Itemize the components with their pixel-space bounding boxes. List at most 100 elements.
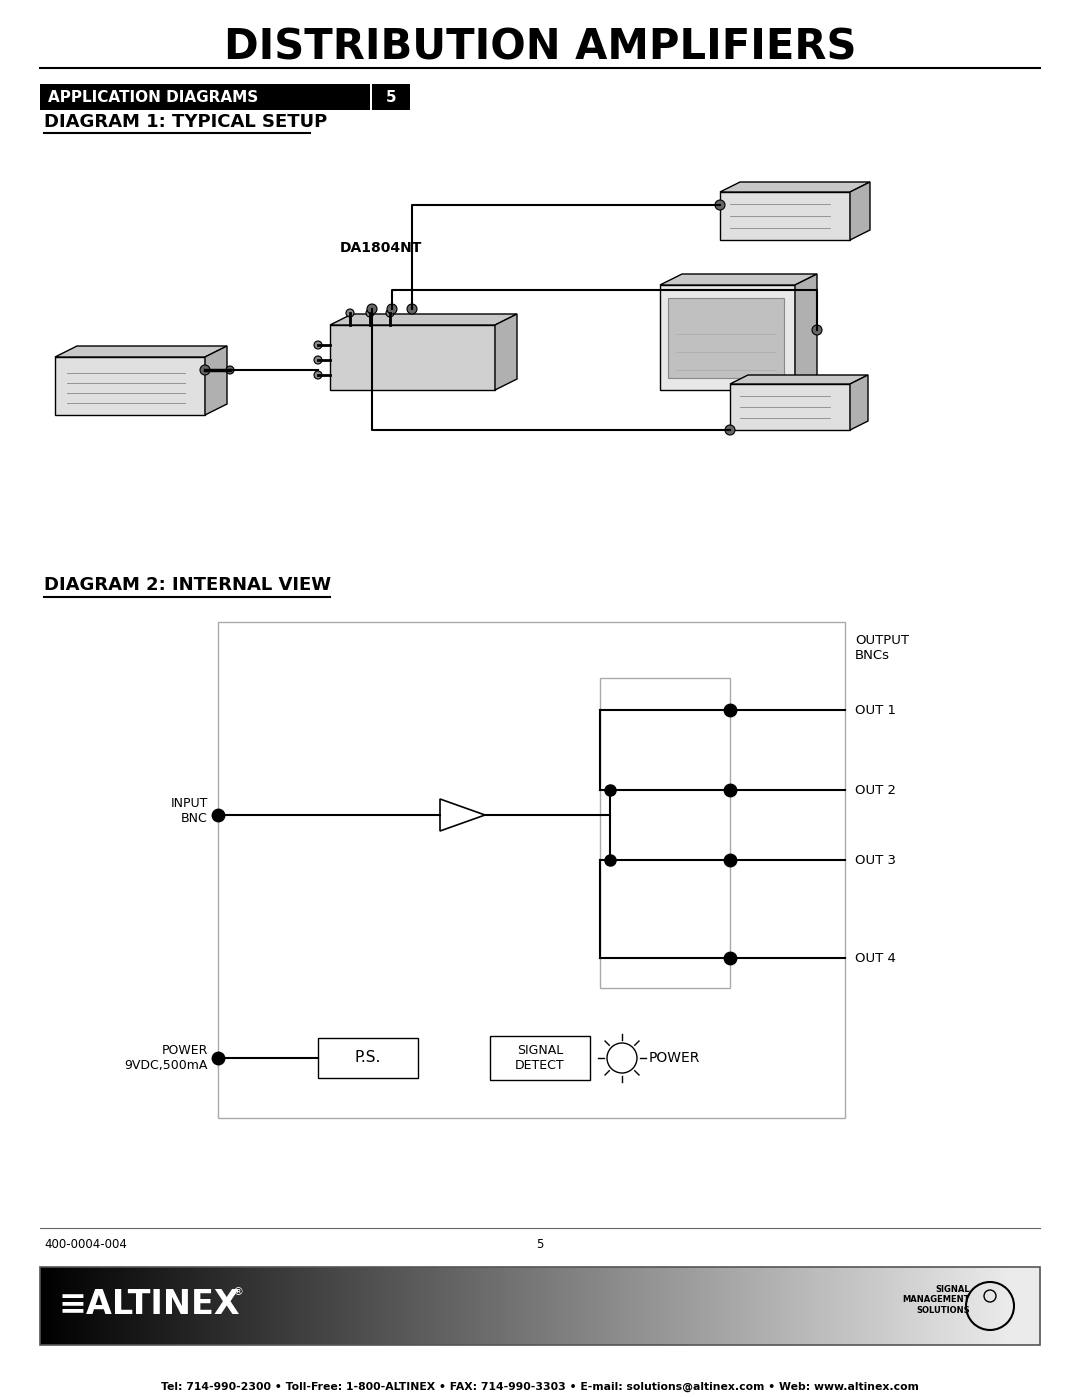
Bar bbox=[200, 1267, 206, 1345]
Bar bbox=[580, 1267, 586, 1345]
Bar bbox=[575, 1267, 581, 1345]
Bar bbox=[75, 1267, 81, 1345]
Bar bbox=[370, 1267, 376, 1345]
Polygon shape bbox=[730, 384, 850, 430]
Bar bbox=[180, 1267, 186, 1345]
Bar bbox=[40, 84, 370, 110]
Bar bbox=[935, 1267, 941, 1345]
Bar bbox=[440, 1267, 446, 1345]
Bar bbox=[215, 1267, 221, 1345]
Bar bbox=[850, 1267, 856, 1345]
Bar bbox=[540, 1267, 546, 1345]
Bar bbox=[590, 1267, 596, 1345]
Bar bbox=[105, 1267, 111, 1345]
Bar bbox=[860, 1267, 866, 1345]
Bar bbox=[535, 1267, 541, 1345]
Bar bbox=[735, 1267, 741, 1345]
Bar bbox=[995, 1267, 1001, 1345]
Bar bbox=[795, 1267, 801, 1345]
Bar bbox=[45, 1267, 51, 1345]
Bar bbox=[975, 1267, 981, 1345]
Bar bbox=[825, 1267, 831, 1345]
Bar bbox=[485, 1267, 491, 1345]
Bar bbox=[940, 1267, 946, 1345]
Bar bbox=[40, 1267, 1040, 1345]
Bar bbox=[525, 1267, 531, 1345]
Bar bbox=[760, 1267, 766, 1345]
Text: POWER
9VDC,500mA: POWER 9VDC,500mA bbox=[124, 1044, 208, 1071]
Bar bbox=[875, 1267, 881, 1345]
Bar bbox=[505, 1267, 511, 1345]
Bar bbox=[910, 1267, 916, 1345]
Bar bbox=[660, 1267, 666, 1345]
Bar bbox=[360, 1267, 366, 1345]
Bar bbox=[515, 1267, 521, 1345]
Bar bbox=[310, 1267, 316, 1345]
Bar bbox=[831, 1267, 836, 1345]
Text: OUT 1: OUT 1 bbox=[855, 704, 896, 717]
Bar bbox=[680, 1267, 686, 1345]
Bar bbox=[915, 1267, 921, 1345]
Text: 5: 5 bbox=[386, 89, 396, 105]
Bar bbox=[218, 622, 845, 1118]
Bar bbox=[315, 1267, 321, 1345]
Bar bbox=[780, 1267, 786, 1345]
Bar bbox=[205, 1267, 211, 1345]
Bar bbox=[805, 1267, 811, 1345]
Bar bbox=[865, 1267, 870, 1345]
Bar bbox=[966, 1267, 971, 1345]
Bar bbox=[140, 1267, 146, 1345]
Bar bbox=[710, 1267, 716, 1345]
Text: DIAGRAM 2: INTERNAL VIEW: DIAGRAM 2: INTERNAL VIEW bbox=[44, 576, 332, 594]
Bar bbox=[561, 1267, 566, 1345]
Polygon shape bbox=[850, 374, 868, 430]
Bar bbox=[755, 1267, 761, 1345]
Bar bbox=[249, 1267, 256, 1345]
Bar bbox=[390, 1267, 396, 1345]
Polygon shape bbox=[850, 182, 870, 240]
Bar bbox=[1010, 1267, 1016, 1345]
Bar bbox=[160, 1267, 166, 1345]
Bar bbox=[415, 1267, 421, 1345]
Bar bbox=[430, 1267, 436, 1345]
Text: OUT 2: OUT 2 bbox=[855, 784, 896, 796]
Bar bbox=[480, 1267, 486, 1345]
Bar bbox=[950, 1267, 956, 1345]
Bar bbox=[555, 1267, 561, 1345]
Text: SIGNAL
DETECT: SIGNAL DETECT bbox=[515, 1044, 565, 1071]
Bar bbox=[384, 1267, 391, 1345]
Bar bbox=[280, 1267, 286, 1345]
Bar bbox=[325, 1267, 330, 1345]
Bar bbox=[815, 1267, 821, 1345]
Bar bbox=[1030, 1267, 1036, 1345]
Bar bbox=[400, 1267, 406, 1345]
Text: ≡ALTINEX: ≡ALTINEX bbox=[58, 1288, 240, 1320]
Bar bbox=[654, 1267, 661, 1345]
Bar bbox=[330, 1267, 336, 1345]
Bar bbox=[495, 1267, 501, 1345]
Bar bbox=[300, 1267, 306, 1345]
Bar bbox=[225, 1267, 231, 1345]
Bar bbox=[745, 1267, 751, 1345]
Bar bbox=[255, 1267, 261, 1345]
Circle shape bbox=[226, 366, 234, 374]
Bar bbox=[650, 1267, 656, 1345]
Bar bbox=[230, 1267, 237, 1345]
Bar bbox=[820, 1267, 826, 1345]
Bar bbox=[690, 1267, 696, 1345]
Circle shape bbox=[200, 365, 210, 374]
Bar bbox=[645, 1267, 651, 1345]
Bar bbox=[960, 1267, 966, 1345]
Bar bbox=[620, 1267, 626, 1345]
Bar bbox=[740, 1267, 746, 1345]
Circle shape bbox=[366, 309, 374, 317]
Bar bbox=[880, 1267, 886, 1345]
Bar bbox=[570, 1267, 576, 1345]
Bar bbox=[270, 1267, 276, 1345]
Bar bbox=[405, 1267, 411, 1345]
Text: INPUT
BNC: INPUT BNC bbox=[171, 798, 208, 826]
Text: OUT 4: OUT 4 bbox=[855, 951, 896, 964]
Text: SIGNAL
MANAGEMENT
SOLUTIONS: SIGNAL MANAGEMENT SOLUTIONS bbox=[903, 1285, 970, 1315]
Bar bbox=[1025, 1267, 1031, 1345]
Bar bbox=[40, 1267, 46, 1345]
